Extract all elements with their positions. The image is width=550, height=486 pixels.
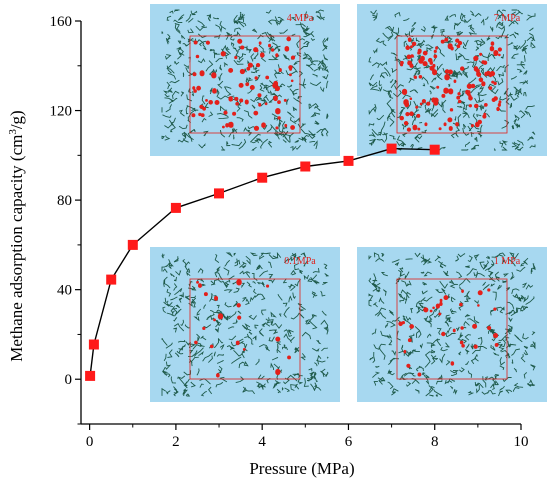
- molecule-structure: [161, 9, 330, 152]
- x-tick-label: 2: [172, 434, 180, 450]
- x-tick-label: 6: [345, 434, 353, 450]
- data-point: [170, 202, 181, 213]
- y-tick-label: 40: [57, 283, 72, 299]
- molecule-structure: [368, 252, 536, 397]
- data-point: [386, 143, 397, 154]
- molecule-structure: [161, 251, 330, 397]
- simulation-cell: [189, 35, 301, 134]
- x-tick-label: 0: [86, 434, 94, 450]
- y-tick-label: 160: [50, 14, 73, 30]
- simulation-cell: [189, 278, 301, 380]
- methane-molecules: [398, 288, 499, 377]
- data-point: [343, 155, 354, 166]
- data-point: [429, 144, 440, 155]
- inset-background: [357, 4, 547, 156]
- inset-pressure-label: 0.1MPa: [284, 256, 316, 267]
- inset-pressure-label: 1 MPa: [494, 256, 521, 267]
- inset-panel: 0.1MPa: [150, 247, 340, 402]
- inset-panel: 1 MPa: [357, 247, 547, 402]
- data-point: [88, 339, 99, 350]
- methane-molecules: [191, 36, 296, 131]
- inset-pressure-label: 7 MPa: [494, 13, 521, 24]
- inset-images: 4 MPa 7 MPa 0.1MPa 1 MPa: [150, 4, 547, 402]
- data-series: [85, 143, 440, 381]
- x-tick-label: 8: [431, 434, 439, 450]
- inset-panel: 4 MPa: [150, 4, 340, 156]
- data-point: [106, 274, 117, 285]
- simulation-cell: [396, 35, 508, 134]
- data-point: [300, 161, 311, 172]
- data-point: [85, 370, 96, 381]
- simulation-cell: [396, 278, 508, 380]
- inset-panel: 7 MPa: [357, 4, 547, 156]
- x-tick-label: 10: [514, 434, 529, 450]
- x-axis-title: Pressure (MPa): [249, 459, 354, 478]
- inset-pressure-label: 4 MPa: [287, 13, 314, 24]
- y-axis-title: Methane adsorption capacity (cm3/g): [7, 110, 26, 361]
- x-tick-label: 4: [258, 434, 266, 450]
- axes: 0 2 4 6 8 10 0 40 80 120 160: [50, 14, 529, 450]
- data-point: [257, 172, 268, 183]
- methane-molecules: [399, 37, 502, 132]
- y-tick-label: 0: [65, 372, 73, 388]
- data-point: [214, 188, 224, 199]
- y-tick-label: 80: [57, 193, 72, 209]
- data-point: [127, 239, 138, 250]
- y-tick-label: 120: [50, 104, 73, 120]
- inset-background: [357, 247, 547, 402]
